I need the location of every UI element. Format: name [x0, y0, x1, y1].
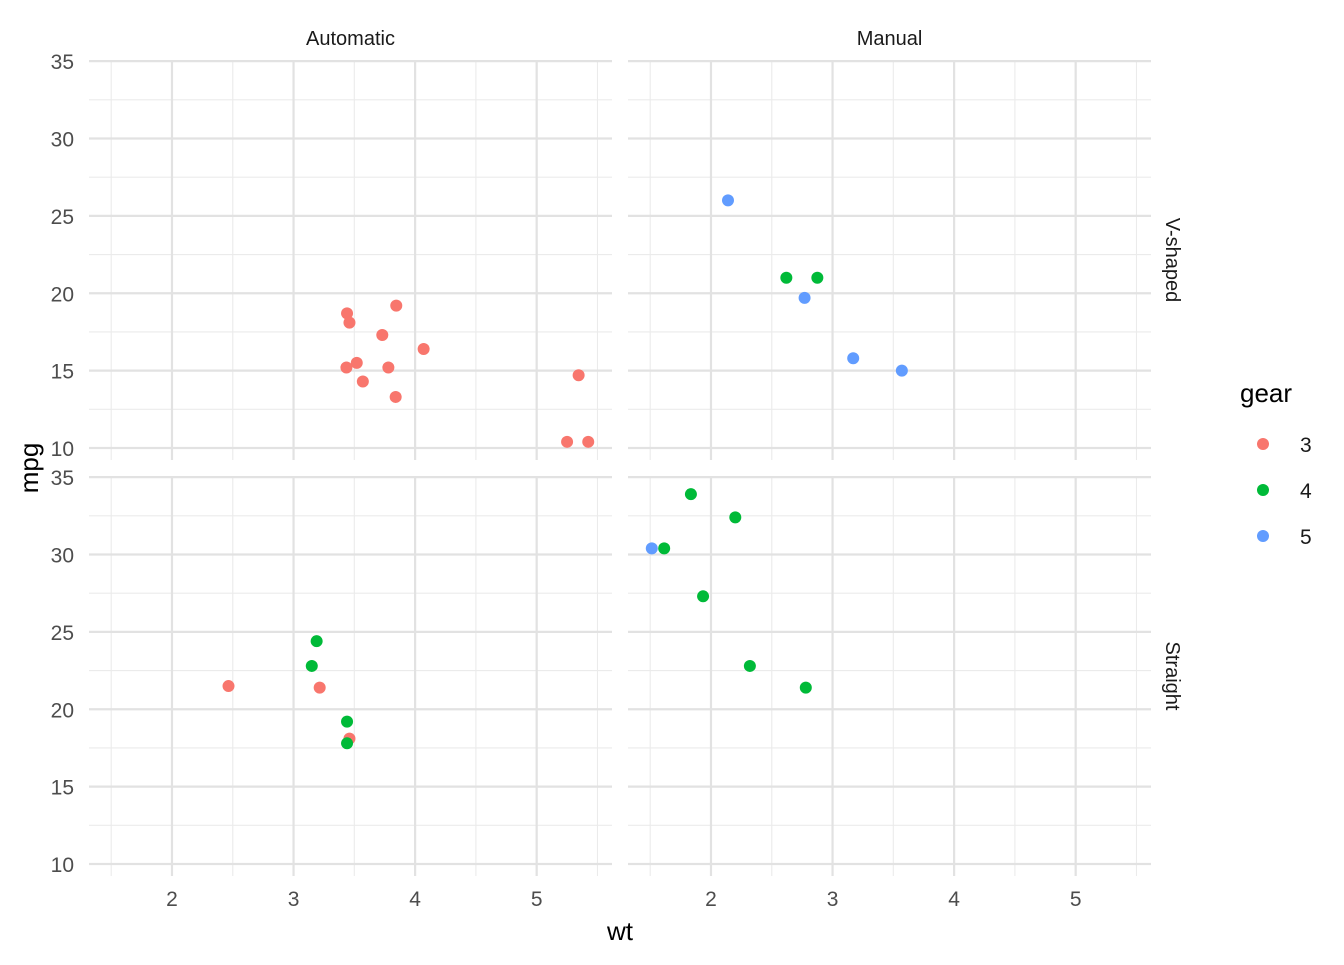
x-tick-label: 3	[827, 888, 839, 911]
y-tick-label: 25	[51, 206, 74, 229]
legend-label-3: 3	[1300, 434, 1312, 457]
y-tick-label: 15	[51, 777, 74, 800]
data-point-gear-5	[645, 542, 658, 555]
label-layer: wt mpg	[14, 443, 634, 946]
y-tick-label: 15	[51, 361, 74, 384]
data-point-gear-4	[729, 511, 742, 524]
data-point-gear-3	[382, 361, 395, 374]
data-point-gear-3	[561, 435, 574, 448]
data-point-gear-4	[658, 542, 671, 555]
y-axis-title: mpg	[14, 443, 44, 494]
data-point-gear-3	[376, 329, 389, 342]
y-tick-label: 10	[51, 438, 74, 461]
data-point-gear-5	[895, 364, 908, 377]
data-point-gear-3	[350, 356, 363, 369]
data-point-gear-3	[356, 375, 369, 388]
data-point-gear-3	[572, 369, 585, 382]
legend-layer: gear 3 4 5	[1240, 378, 1312, 549]
data-point-gear-4	[310, 635, 323, 648]
x-tick-label: 2	[166, 888, 178, 911]
x-tick-label: 4	[948, 888, 960, 911]
facet-row-label: V-shaped	[1161, 218, 1183, 303]
data-point-gear-4	[305, 659, 318, 672]
data-point-gear-4	[341, 715, 354, 728]
data-point-gear-5	[721, 194, 734, 207]
x-tick-label: 5	[1070, 888, 1082, 911]
data-point-gear-4	[697, 590, 710, 603]
data-point-gear-4	[811, 271, 824, 284]
y-tick-label: 35	[51, 467, 74, 490]
data-point-gear-5	[847, 352, 860, 365]
data-point-gear-4	[799, 681, 812, 694]
data-point-gear-3	[313, 681, 326, 694]
y-tick-label: 30	[51, 129, 74, 152]
data-point-gear-4	[684, 488, 697, 501]
point-layer	[222, 194, 908, 750]
data-point-gear-3	[582, 435, 595, 448]
y-tick-label: 35	[51, 51, 74, 74]
data-point-gear-4	[341, 737, 354, 750]
data-point-gear-3	[417, 342, 430, 355]
x-tick-label: 3	[288, 888, 300, 911]
legend-key-4	[1257, 484, 1269, 496]
axis-layer: 10 15 20 25 30 35 10 15 20 25 30 35 2 3 4 5 2 3 4 5	[51, 51, 1082, 911]
y-tick-label: 10	[51, 854, 74, 877]
data-point-gear-3	[389, 390, 402, 403]
data-point-gear-5	[798, 291, 811, 304]
strip-layer: Automatic Manual V-shaped Straight	[306, 28, 1183, 711]
facet-col-label: Manual	[857, 28, 923, 50]
x-tick-label: 5	[531, 888, 543, 911]
legend-label-5: 5	[1300, 526, 1312, 549]
y-tick-label: 20	[51, 699, 74, 722]
legend-label-4: 4	[1300, 480, 1312, 503]
legend-key-5	[1257, 530, 1269, 542]
grid-layer	[89, 60, 1151, 876]
y-tick-label: 30	[51, 545, 74, 568]
data-point-gear-3	[390, 299, 403, 312]
data-point-gear-4	[743, 659, 756, 672]
x-tick-label: 2	[705, 888, 717, 911]
data-point-gear-3	[343, 316, 356, 329]
facet-col-label: Automatic	[306, 28, 395, 50]
y-tick-label: 20	[51, 283, 74, 306]
legend-key-3	[1257, 438, 1269, 450]
data-point-gear-3	[222, 680, 235, 693]
y-tick-label: 25	[51, 622, 74, 645]
x-axis-title: wt	[606, 916, 634, 946]
x-tick-label: 4	[409, 888, 421, 911]
data-point-gear-3	[341, 307, 354, 320]
data-point-gear-3	[340, 361, 353, 374]
data-point-gear-4	[780, 271, 793, 284]
legend-title: gear	[1240, 378, 1292, 408]
facet-row-label: Straight	[1161, 642, 1183, 711]
